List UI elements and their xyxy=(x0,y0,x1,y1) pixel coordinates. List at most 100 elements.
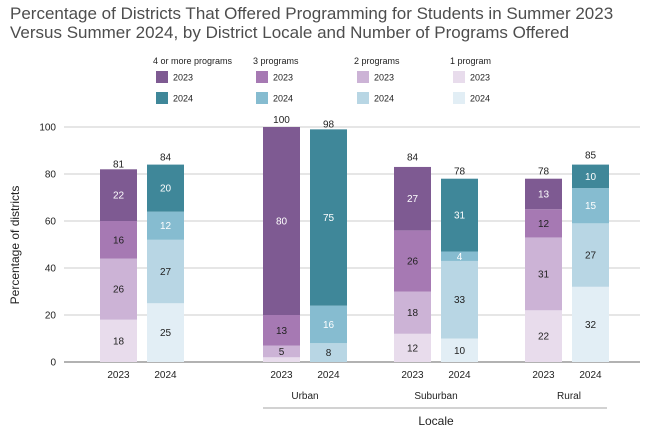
y-tick-label: 20 xyxy=(45,311,57,322)
segment-value-label: 13 xyxy=(538,189,550,200)
x-tick-year-label: 2024 xyxy=(579,370,602,381)
bar-segment xyxy=(572,188,609,224)
legend-heading: 4 or more programs xyxy=(153,56,233,66)
bar-segment xyxy=(100,221,137,259)
y-axis-title: Percentage of districts xyxy=(8,186,22,305)
bar-segment xyxy=(100,258,137,320)
x-tick-year-label: 2024 xyxy=(317,370,340,381)
x-axis-title: Locale xyxy=(418,414,454,428)
bar-total-label: 100 xyxy=(273,115,290,126)
legend-swatch xyxy=(156,71,168,83)
legend-swatch xyxy=(357,92,369,104)
y-tick-label: 0 xyxy=(50,358,56,369)
segment-value-label: 20 xyxy=(160,184,172,195)
x-tick-year-label: 2023 xyxy=(107,370,130,381)
segment-value-label: 26 xyxy=(113,285,125,296)
segment-value-label: 15 xyxy=(585,201,597,212)
segment-value-label: 27 xyxy=(407,194,419,205)
legend-year-label: 2024 xyxy=(173,94,193,104)
segment-value-label: 22 xyxy=(113,191,125,202)
segment-value-label: 12 xyxy=(160,221,172,232)
legend-year-label: 2023 xyxy=(273,73,293,83)
bar-segment xyxy=(441,260,478,339)
segment-value-label: 27 xyxy=(585,251,597,262)
segment-value-label: 4 xyxy=(457,252,463,263)
legend-year-label: 2023 xyxy=(470,73,490,83)
bar-segment xyxy=(310,129,347,306)
segment-value-label: 22 xyxy=(538,332,550,343)
bar-segment xyxy=(263,345,300,358)
segment-value-label: 5 xyxy=(279,347,285,358)
x-group-label: Suburban xyxy=(414,391,457,402)
legend-heading: 2 programs xyxy=(354,56,400,66)
chart-title-line-1: Percentage of Districts That Offered Pro… xyxy=(10,4,614,23)
segment-value-label: 18 xyxy=(113,336,125,347)
segment-value-label: 10 xyxy=(454,346,466,357)
segment-value-label: 32 xyxy=(585,320,597,331)
bar-total-label: 78 xyxy=(454,167,466,178)
x-tick-year-label: 2024 xyxy=(448,370,471,381)
legend-year-label: 2023 xyxy=(173,73,193,83)
legend-swatch xyxy=(453,71,465,83)
y-tick-label: 40 xyxy=(45,264,57,275)
segment-value-label: 80 xyxy=(276,217,288,228)
x-tick-year-label: 2023 xyxy=(401,370,424,381)
legend-year-label: 2023 xyxy=(374,73,394,83)
bar-total-label: 84 xyxy=(407,153,419,164)
bar-segment xyxy=(147,211,184,240)
bar-segment xyxy=(100,169,137,221)
legend-year-label: 2024 xyxy=(470,94,490,104)
x-tick-year-label: 2023 xyxy=(532,370,555,381)
bar-segment xyxy=(441,251,478,261)
bar-segment xyxy=(394,333,431,362)
legend-swatch xyxy=(256,92,268,104)
bar-total-label: 81 xyxy=(113,160,125,171)
bar-segment xyxy=(572,286,609,362)
bar-segment xyxy=(147,303,184,362)
y-tick-label: 80 xyxy=(45,170,57,181)
segment-value-label: 26 xyxy=(407,256,419,267)
y-tick-label: 100 xyxy=(39,123,56,134)
segment-value-label: 31 xyxy=(454,211,466,222)
legend-heading: 3 programs xyxy=(253,56,299,66)
bar-segment xyxy=(147,164,184,212)
segment-value-label: 16 xyxy=(323,320,335,331)
legend-swatch xyxy=(357,71,369,83)
bar-segment xyxy=(525,178,562,210)
x-tick-year-label: 2023 xyxy=(270,370,293,381)
bar-segment xyxy=(525,237,562,311)
chart-title: Percentage of Districts That Offered Pro… xyxy=(10,4,660,42)
bar-segment xyxy=(441,338,478,362)
segment-value-label: 75 xyxy=(323,213,335,224)
legend-swatch xyxy=(453,92,465,104)
bar-total-label: 78 xyxy=(538,167,550,178)
segment-value-label: 12 xyxy=(538,219,550,230)
segment-value-label: 31 xyxy=(538,269,550,280)
segment-value-label: 12 xyxy=(407,343,419,354)
bar-segment xyxy=(394,166,431,231)
bar-segment xyxy=(263,357,300,362)
bar-total-label: 84 xyxy=(160,153,172,164)
bar-segment xyxy=(310,343,347,362)
x-tick-year-label: 2024 xyxy=(154,370,177,381)
segment-value-label: 25 xyxy=(160,328,172,339)
bar-segment xyxy=(525,310,562,362)
legend-swatch xyxy=(156,92,168,104)
bar-segment xyxy=(572,164,609,189)
segment-value-label: 16 xyxy=(113,235,125,246)
bar-segment xyxy=(147,239,184,304)
legend-year-label: 2024 xyxy=(273,94,293,104)
bar-total-label: 85 xyxy=(585,150,597,161)
bar-segment xyxy=(100,319,137,362)
bar-total-label: 98 xyxy=(323,120,335,131)
x-group-label: Rural xyxy=(557,391,581,402)
bar-segment xyxy=(394,291,431,334)
segment-value-label: 27 xyxy=(160,267,172,278)
bar-segment xyxy=(263,315,300,346)
segment-value-label: 33 xyxy=(454,295,466,306)
segment-value-label: 18 xyxy=(407,308,419,319)
x-group-label: Urban xyxy=(291,391,318,402)
legend-year-label: 2024 xyxy=(374,94,394,104)
y-tick-label: 60 xyxy=(45,217,57,228)
